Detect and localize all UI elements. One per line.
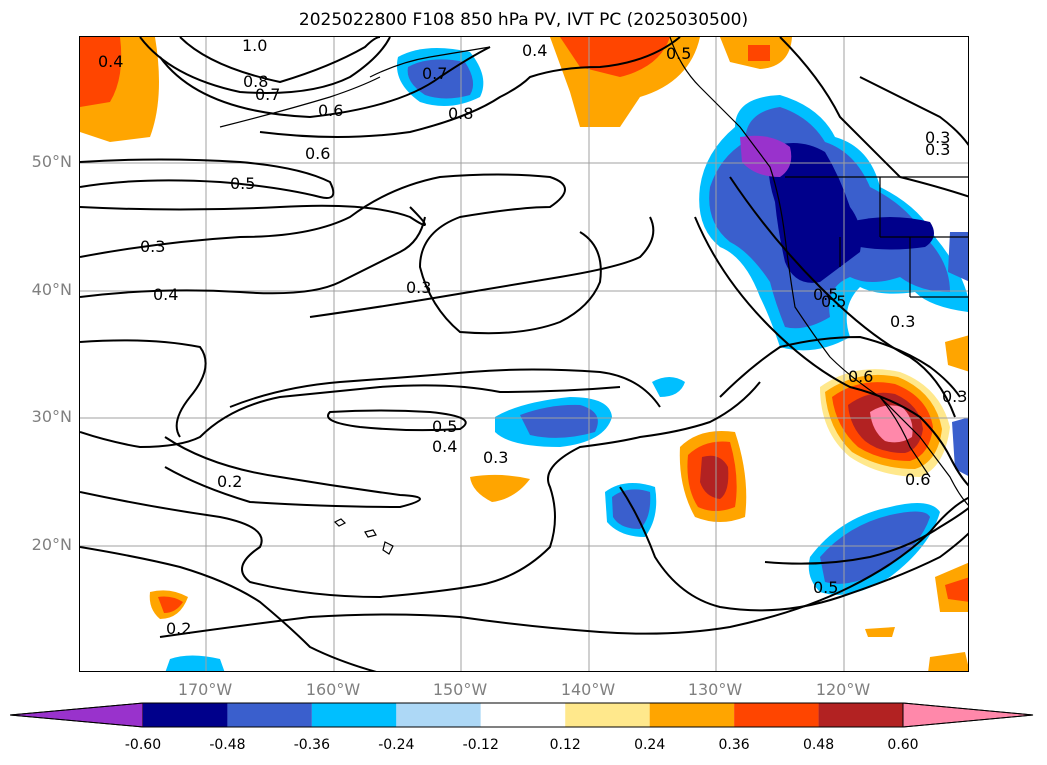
colorbar-cell xyxy=(734,703,819,727)
lon-label-160w: 160°W xyxy=(305,680,361,699)
lon-label-130w: 130°W xyxy=(687,680,743,699)
shade-re-blue xyxy=(948,232,968,282)
baja-coast xyxy=(879,396,931,478)
contour-label: 0.3 xyxy=(925,140,950,159)
contour-labels: 1.0 0.8 0.7 0.6 0.6 0.5 0.4 0.4 0.3 0.3 … xyxy=(98,37,967,638)
pv-contours xyxy=(80,37,968,671)
contour-label: 0.6 xyxy=(905,470,930,489)
shade-25-darkred xyxy=(700,455,729,499)
contour-label: 0.5 xyxy=(813,578,838,597)
lon-label-170w: 170°W xyxy=(177,680,233,699)
contour-label: 0.3 xyxy=(140,237,165,256)
contour-label: 0.4 xyxy=(432,437,457,456)
colorbar-cell xyxy=(818,703,903,727)
contour-label: 0.3 xyxy=(890,312,915,331)
lat-label-50n: 50°N xyxy=(31,152,72,171)
shade-ne-purple xyxy=(740,135,792,177)
colorbar-tick-label: -0.36 xyxy=(293,737,330,753)
gridlines xyxy=(80,37,968,671)
map-canvas: 1.0 0.8 0.7 0.6 0.6 0.5 0.4 0.4 0.3 0.3 … xyxy=(80,37,968,671)
contour-label: 0.5 xyxy=(432,417,457,436)
alaska-coast xyxy=(369,46,491,78)
colorbar-tick-label: -0.60 xyxy=(124,737,162,753)
colorbar-cell xyxy=(649,703,735,727)
contour-label: 0.3 xyxy=(925,128,950,147)
colorbar-outline xyxy=(10,702,1034,728)
contour-label: 0.2 xyxy=(166,619,191,638)
colorbar-tick-label: 0.24 xyxy=(634,737,666,753)
lat-label-30n: 30°N xyxy=(31,407,72,426)
contour-label: 0.6 xyxy=(305,144,330,163)
colorbar-tick-label: 0.48 xyxy=(802,737,835,753)
contour-label: 0.5 xyxy=(230,174,255,193)
shade-small-blue xyxy=(652,377,685,397)
colorbar-tick-label: -0.48 xyxy=(209,737,246,753)
lon-label-120w: 120°W xyxy=(815,680,871,699)
contour-label: 0.8 xyxy=(448,104,473,123)
contour-label: 0.5 xyxy=(821,292,846,311)
coastlines xyxy=(219,37,968,555)
shade-tr-red xyxy=(748,45,770,61)
map-panel: 1.0 0.8 0.7 0.6 0.6 0.5 0.4 0.4 0.3 0.3 … xyxy=(79,36,969,672)
contour-label: 0.4 xyxy=(522,41,547,60)
north-america-coast xyxy=(669,37,968,506)
colorbar-cell xyxy=(143,703,228,727)
hawaii xyxy=(333,518,394,555)
colorbar-tick-label: -0.24 xyxy=(378,737,415,753)
shade-22-blue xyxy=(612,489,651,529)
lat-label-20n: 20°N xyxy=(31,535,72,554)
plot-title: 2025022800 F108 850 hPa PV, IVT PC (2025… xyxy=(298,10,749,30)
contour-label: 0.7 xyxy=(255,85,280,104)
contour-label: 0.5 xyxy=(666,44,691,63)
contour-label: 0.4 xyxy=(153,285,178,304)
colorbar-cell xyxy=(10,702,144,728)
contour-label: 0.7 xyxy=(422,64,447,83)
lon-label-140w: 140°W xyxy=(560,680,616,699)
shade-24-orange xyxy=(470,474,530,502)
shade-re-blue-28 xyxy=(952,417,968,476)
colorbar-cell xyxy=(396,703,481,727)
lat-label-40n: 40°N xyxy=(31,280,72,299)
colorbar-cell xyxy=(565,703,650,727)
colorbar-tick-label: 0.60 xyxy=(887,737,919,753)
contour-label: 0.8 xyxy=(243,72,268,91)
us-state-lines xyxy=(839,177,968,298)
shade-re-orange xyxy=(945,335,968,372)
contour-label: 0.2 xyxy=(217,472,242,491)
colorbar-tick-label: -0.12 xyxy=(462,737,499,753)
aleutians xyxy=(219,76,381,128)
contour-label: 0.5 xyxy=(813,285,838,304)
contour-label: 1.0 xyxy=(242,37,267,55)
pv-shading xyxy=(80,37,968,671)
contour-label: 0.4 xyxy=(98,52,123,71)
colorbar xyxy=(10,702,1034,728)
shade-small-orange2 xyxy=(865,627,895,637)
shade-bl-red xyxy=(158,596,183,613)
colorbar-cell xyxy=(480,703,566,727)
shade-ne-navy-east xyxy=(850,217,934,250)
colorbar-tick-label: 0.12 xyxy=(549,737,581,753)
colorbar-tick-label: 0.36 xyxy=(718,737,750,753)
contour-label: 0.3 xyxy=(483,448,508,467)
shade-c30-blue xyxy=(520,404,598,438)
shade-bottom-blue xyxy=(165,655,225,671)
contour-label: 0.3 xyxy=(942,387,967,406)
lon-label-150w: 150°W xyxy=(432,680,488,699)
shade-ne-navy xyxy=(768,143,862,283)
colorbar-cell xyxy=(227,703,312,727)
contour-label: 0.3 xyxy=(406,278,431,297)
shade-br-red xyxy=(945,577,968,602)
contour-label: 0.6 xyxy=(848,367,873,386)
colorbar-cell xyxy=(311,703,397,727)
shade-baja-pink xyxy=(870,405,913,443)
shade-lr-blue xyxy=(820,511,930,584)
shade-br2-orange xyxy=(928,652,968,671)
shade-nw-red xyxy=(80,37,122,107)
shade-top-blue xyxy=(407,59,474,99)
colorbar-cell xyxy=(902,702,1034,728)
contour-label: 0.6 xyxy=(318,101,343,120)
